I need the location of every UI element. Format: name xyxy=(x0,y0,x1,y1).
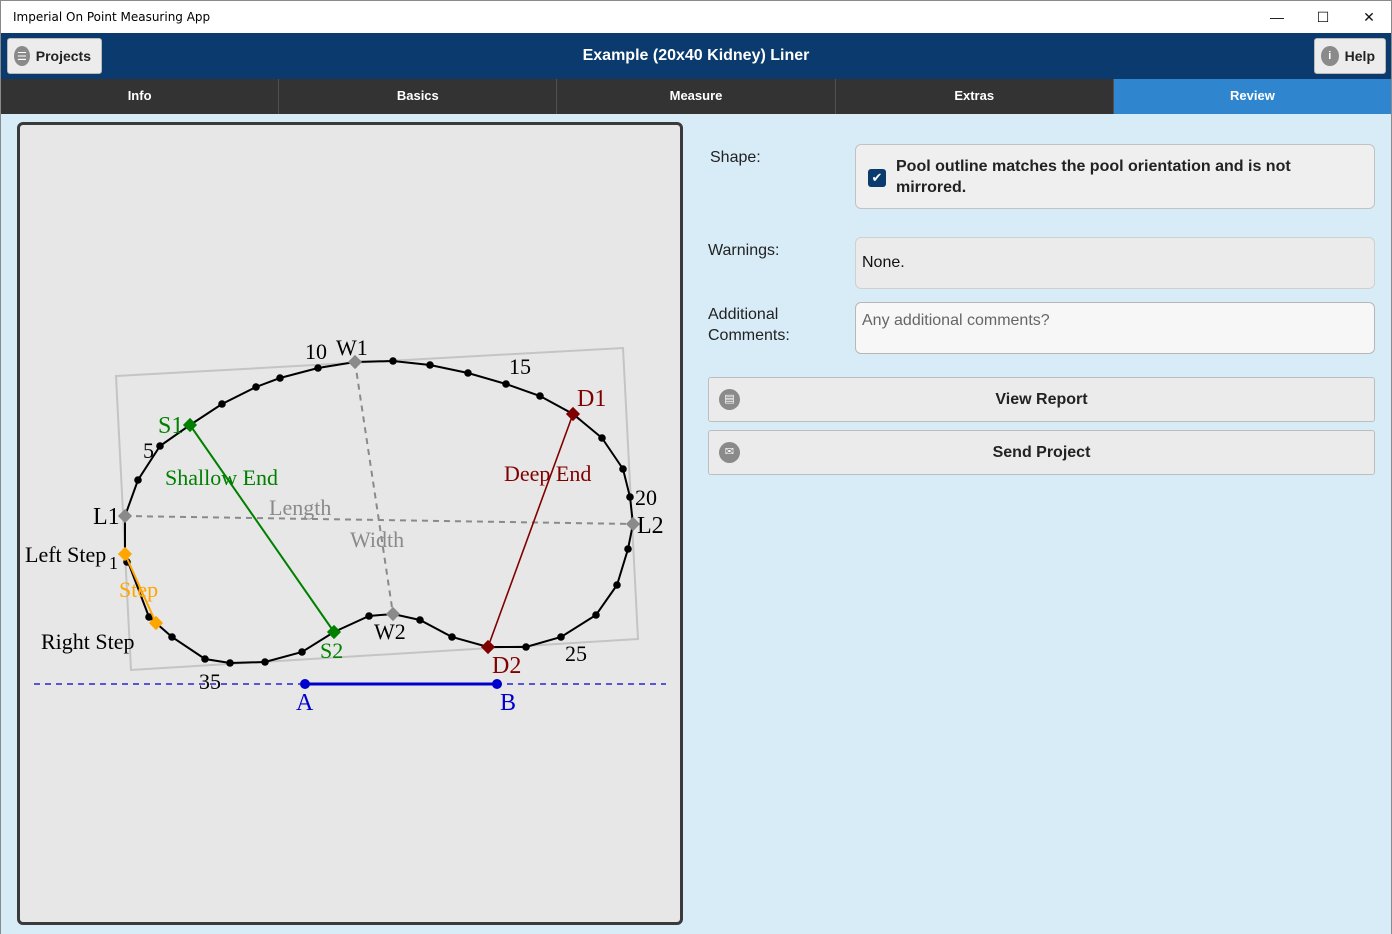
pool-diagram: W1 10 15 D1 S1 5 Shallow End Deep End 20… xyxy=(25,335,666,716)
minimize-icon[interactable]: — xyxy=(1270,9,1284,25)
left-step-label: Left Step xyxy=(25,542,106,567)
tab-info[interactable]: Info xyxy=(1,79,280,114)
w1-marker[interactable] xyxy=(347,354,363,370)
a-label: A xyxy=(296,690,314,716)
step-line xyxy=(124,553,157,624)
shallow-end-label: Shallow End xyxy=(165,465,278,490)
l2-marker[interactable] xyxy=(625,516,641,532)
shape-confirmation[interactable]: ✔ Pool outline matches the pool orientat… xyxy=(855,144,1375,209)
point-5-label: 5 xyxy=(143,438,154,463)
pool-outline xyxy=(124,359,635,665)
right-step-label: Right Step xyxy=(41,629,135,654)
outline-points xyxy=(123,357,634,667)
comments-input[interactable] xyxy=(856,303,1374,353)
pool-diagram-panel: W1 10 15 D1 S1 5 Shallow End Deep End 20… xyxy=(17,122,683,925)
send-project-button[interactable]: ✉ Send Project xyxy=(708,430,1375,475)
help-button-label: Help xyxy=(1344,48,1375,64)
list-icon: ☰ xyxy=(14,46,30,66)
width-line xyxy=(354,361,394,615)
tab-basics[interactable]: Basics xyxy=(279,79,558,114)
point-20-label: 20 xyxy=(635,485,657,510)
close-icon[interactable]: ✕ xyxy=(1363,8,1375,25)
send-project-label: Send Project xyxy=(992,444,1091,461)
warnings-box: None. xyxy=(855,237,1375,289)
checkbox-checked-icon[interactable]: ✔ xyxy=(868,169,886,187)
s1-marker[interactable] xyxy=(182,417,198,433)
left-step-marker[interactable] xyxy=(117,546,133,562)
right-step-marker[interactable] xyxy=(148,615,164,631)
w2-marker[interactable] xyxy=(385,606,401,622)
d1-marker[interactable] xyxy=(565,406,581,422)
warnings-value: None. xyxy=(862,254,905,271)
tab-bar: Info Basics Measure Extras Review xyxy=(1,79,1392,114)
document-icon: ▤ xyxy=(719,389,740,410)
envelope-icon: ✉ xyxy=(719,442,740,463)
comments-box xyxy=(855,302,1375,354)
width-label: Width xyxy=(350,527,404,552)
l1-marker[interactable] xyxy=(117,508,133,524)
maximize-icon[interactable]: ☐ xyxy=(1316,8,1330,25)
page-title: Example (20x40 Kidney) Liner xyxy=(582,47,810,64)
l2-label: L2 xyxy=(637,513,664,539)
shallow-end-line xyxy=(189,424,335,633)
view-report-label: View Report xyxy=(995,391,1088,408)
point-25-label: 25 xyxy=(565,641,587,666)
d2-marker[interactable] xyxy=(480,639,496,655)
app-header: Example (20x40 Kidney) Liner ☰ Projects … xyxy=(1,33,1391,79)
l1-label: L1 xyxy=(93,504,120,530)
bounding-rect xyxy=(114,346,640,672)
help-button[interactable]: i Help xyxy=(1314,38,1386,74)
tab-review[interactable]: Review xyxy=(1113,79,1392,114)
point-15-label: 15 xyxy=(509,354,531,379)
point-35-label: 35 xyxy=(199,669,221,694)
deep-end-line xyxy=(487,413,574,648)
review-content: W1 10 15 D1 S1 5 Shallow End Deep End 20… xyxy=(1,114,1391,934)
s2-marker[interactable] xyxy=(326,624,342,640)
projects-button[interactable]: ☰ Projects xyxy=(7,38,102,74)
shape-confirmation-text: Pool outline matches the pool orientatio… xyxy=(896,158,1291,196)
w1-label: W1 xyxy=(336,335,368,360)
b-label: B xyxy=(500,690,516,716)
s1-label: S1 xyxy=(158,413,183,439)
step-point-1-label: 1 xyxy=(109,553,118,573)
length-label: Length xyxy=(269,495,331,520)
title-bar: Imperial On Point Measuring App — ☐ ✕ xyxy=(1,1,1391,33)
window-title: Imperial On Point Measuring App xyxy=(13,10,211,24)
deep-end-label: Deep End xyxy=(504,461,591,486)
projects-button-label: Projects xyxy=(35,48,91,64)
info-icon: i xyxy=(1321,46,1339,66)
point-b[interactable] xyxy=(492,679,502,689)
point-a[interactable] xyxy=(300,679,310,689)
step-label: Step xyxy=(119,577,158,602)
d2-label: D2 xyxy=(492,653,521,679)
view-report-button[interactable]: ▤ View Report xyxy=(708,377,1375,422)
shape-label: Shape: xyxy=(710,149,761,166)
tab-extras[interactable]: Extras xyxy=(835,79,1114,114)
d1-label: D1 xyxy=(577,386,606,412)
w2-label: W2 xyxy=(374,619,406,644)
warnings-label: Warnings: xyxy=(708,242,780,259)
tab-measure[interactable]: Measure xyxy=(557,79,836,114)
s2-label: S2 xyxy=(320,638,343,663)
point-10-label: 10 xyxy=(305,339,327,364)
comments-label: Additional Comments: xyxy=(708,306,790,344)
